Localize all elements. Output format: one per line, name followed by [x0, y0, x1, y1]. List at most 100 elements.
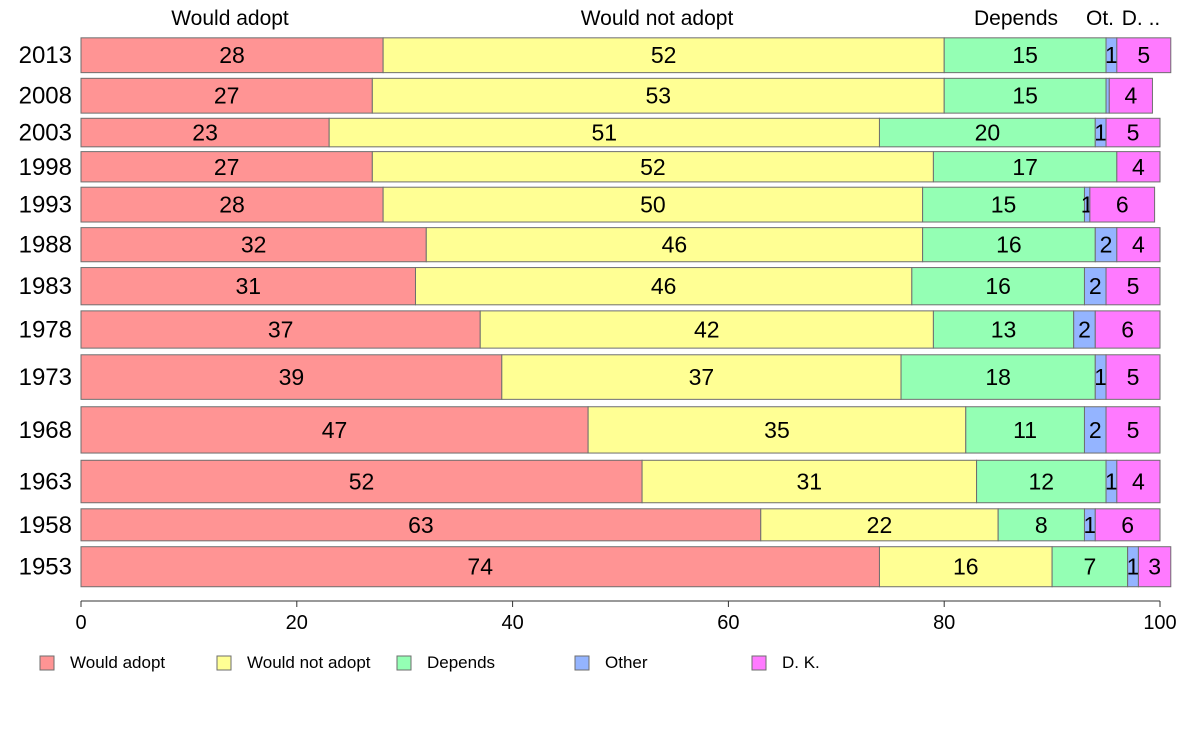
legend-label: Depends	[427, 653, 495, 672]
bar-segment	[382, 37, 945, 74]
bar-segment	[371, 77, 945, 114]
data-label: 37	[689, 364, 715, 390]
y-tick-label: 1973	[19, 364, 72, 391]
bar-segment	[878, 546, 1053, 588]
bar-segment	[922, 186, 1085, 223]
bar-segment	[1116, 227, 1161, 263]
data-label: 5	[1127, 273, 1140, 299]
data-label: 7	[1083, 554, 1096, 580]
data-label: 28	[219, 42, 245, 68]
bar-segment	[1105, 117, 1161, 148]
data-label: 15	[1012, 83, 1038, 109]
bar-segment	[1105, 406, 1161, 454]
bar-segment	[997, 508, 1085, 542]
data-label: 16	[996, 232, 1022, 258]
legend-swatch	[751, 655, 767, 671]
bar-segment	[1105, 354, 1161, 400]
column-header-label: Would not adopt	[581, 7, 734, 30]
data-label: 11	[1013, 417, 1037, 443]
data-label: 27	[214, 154, 240, 180]
data-label: 37	[268, 317, 294, 343]
data-label: 1	[1094, 364, 1107, 390]
data-label: 20	[975, 120, 1001, 146]
bar-segment	[80, 117, 330, 148]
bar-segment	[1051, 546, 1129, 588]
y-tick-label: 1963	[19, 469, 72, 496]
data-label: 4	[1124, 83, 1137, 109]
data-label: 1	[1105, 42, 1118, 68]
bar-segment	[943, 77, 1107, 114]
data-label: 2	[1089, 417, 1102, 443]
data-label: 31	[797, 469, 823, 495]
data-label: 52	[651, 42, 677, 68]
data-label: 5	[1127, 120, 1140, 146]
y-tick-label: 1983	[19, 273, 72, 300]
data-label: 1	[1094, 120, 1107, 146]
bar-segment	[80, 354, 503, 400]
column-header-label: Depends	[974, 7, 1058, 30]
y-tick-label: 1993	[19, 192, 72, 219]
bar-segment	[1116, 37, 1172, 74]
legend-label: Other	[605, 653, 648, 672]
x-tick-label: 80	[933, 612, 955, 634]
data-label: 52	[349, 469, 375, 495]
bar-segment	[80, 459, 643, 504]
y-tick-label: 1978	[19, 317, 72, 344]
legend-swatch	[216, 655, 232, 671]
bar-segment	[760, 508, 999, 542]
data-label: 5	[1127, 417, 1140, 443]
bar-segment	[80, 406, 589, 454]
bar-segment	[80, 77, 373, 114]
bar-segment	[80, 508, 762, 542]
data-label: 1	[1105, 469, 1118, 495]
data-label: 28	[219, 192, 245, 218]
legend-label: Would adopt	[70, 653, 165, 672]
bar-segment	[1116, 459, 1161, 504]
bar-segment	[922, 227, 1096, 263]
data-label: 4	[1132, 154, 1145, 180]
data-label: 5	[1137, 42, 1150, 68]
data-label: 16	[985, 273, 1011, 299]
data-label: 47	[322, 417, 348, 443]
y-tick-label: 2008	[19, 83, 72, 110]
legend-swatch	[574, 655, 590, 671]
x-tick-label: 20	[286, 612, 308, 634]
data-label: 35	[764, 417, 790, 443]
bar-segment	[80, 151, 373, 183]
bar-segment	[1116, 151, 1161, 183]
bar-segment	[943, 37, 1107, 74]
legend-swatch	[396, 655, 412, 671]
data-label: 8	[1035, 512, 1048, 538]
bar-segment	[80, 37, 384, 74]
data-label: 27	[214, 83, 240, 109]
data-label: 63	[408, 512, 434, 538]
data-label: 12	[1029, 469, 1055, 495]
data-label: 6	[1116, 192, 1129, 218]
data-label: 15	[991, 192, 1017, 218]
data-label: 18	[985, 364, 1011, 390]
data-label: 2	[1089, 273, 1102, 299]
data-label: 32	[241, 232, 267, 258]
data-label: 13	[991, 317, 1017, 343]
data-label: 6	[1121, 512, 1134, 538]
data-label: 16	[953, 554, 979, 580]
bar-segment	[1094, 508, 1161, 542]
y-tick-label: 1998	[19, 154, 72, 181]
data-label: 15	[1012, 42, 1038, 68]
x-tick-label: 60	[717, 612, 739, 634]
bar-segment	[80, 227, 427, 263]
x-tick-label: 40	[501, 612, 523, 634]
bar-segment	[1137, 546, 1172, 588]
data-label: 31	[235, 273, 261, 299]
data-label: 4	[1132, 232, 1145, 258]
data-label: 17	[1012, 154, 1038, 180]
y-tick-label: 1953	[19, 554, 72, 581]
data-label: 53	[645, 83, 671, 109]
y-tick-label: 2003	[19, 120, 72, 147]
data-label: 46	[662, 232, 688, 258]
bar-segment	[1105, 267, 1161, 306]
bar-segment	[80, 546, 880, 588]
bar-segment	[1108, 77, 1153, 114]
